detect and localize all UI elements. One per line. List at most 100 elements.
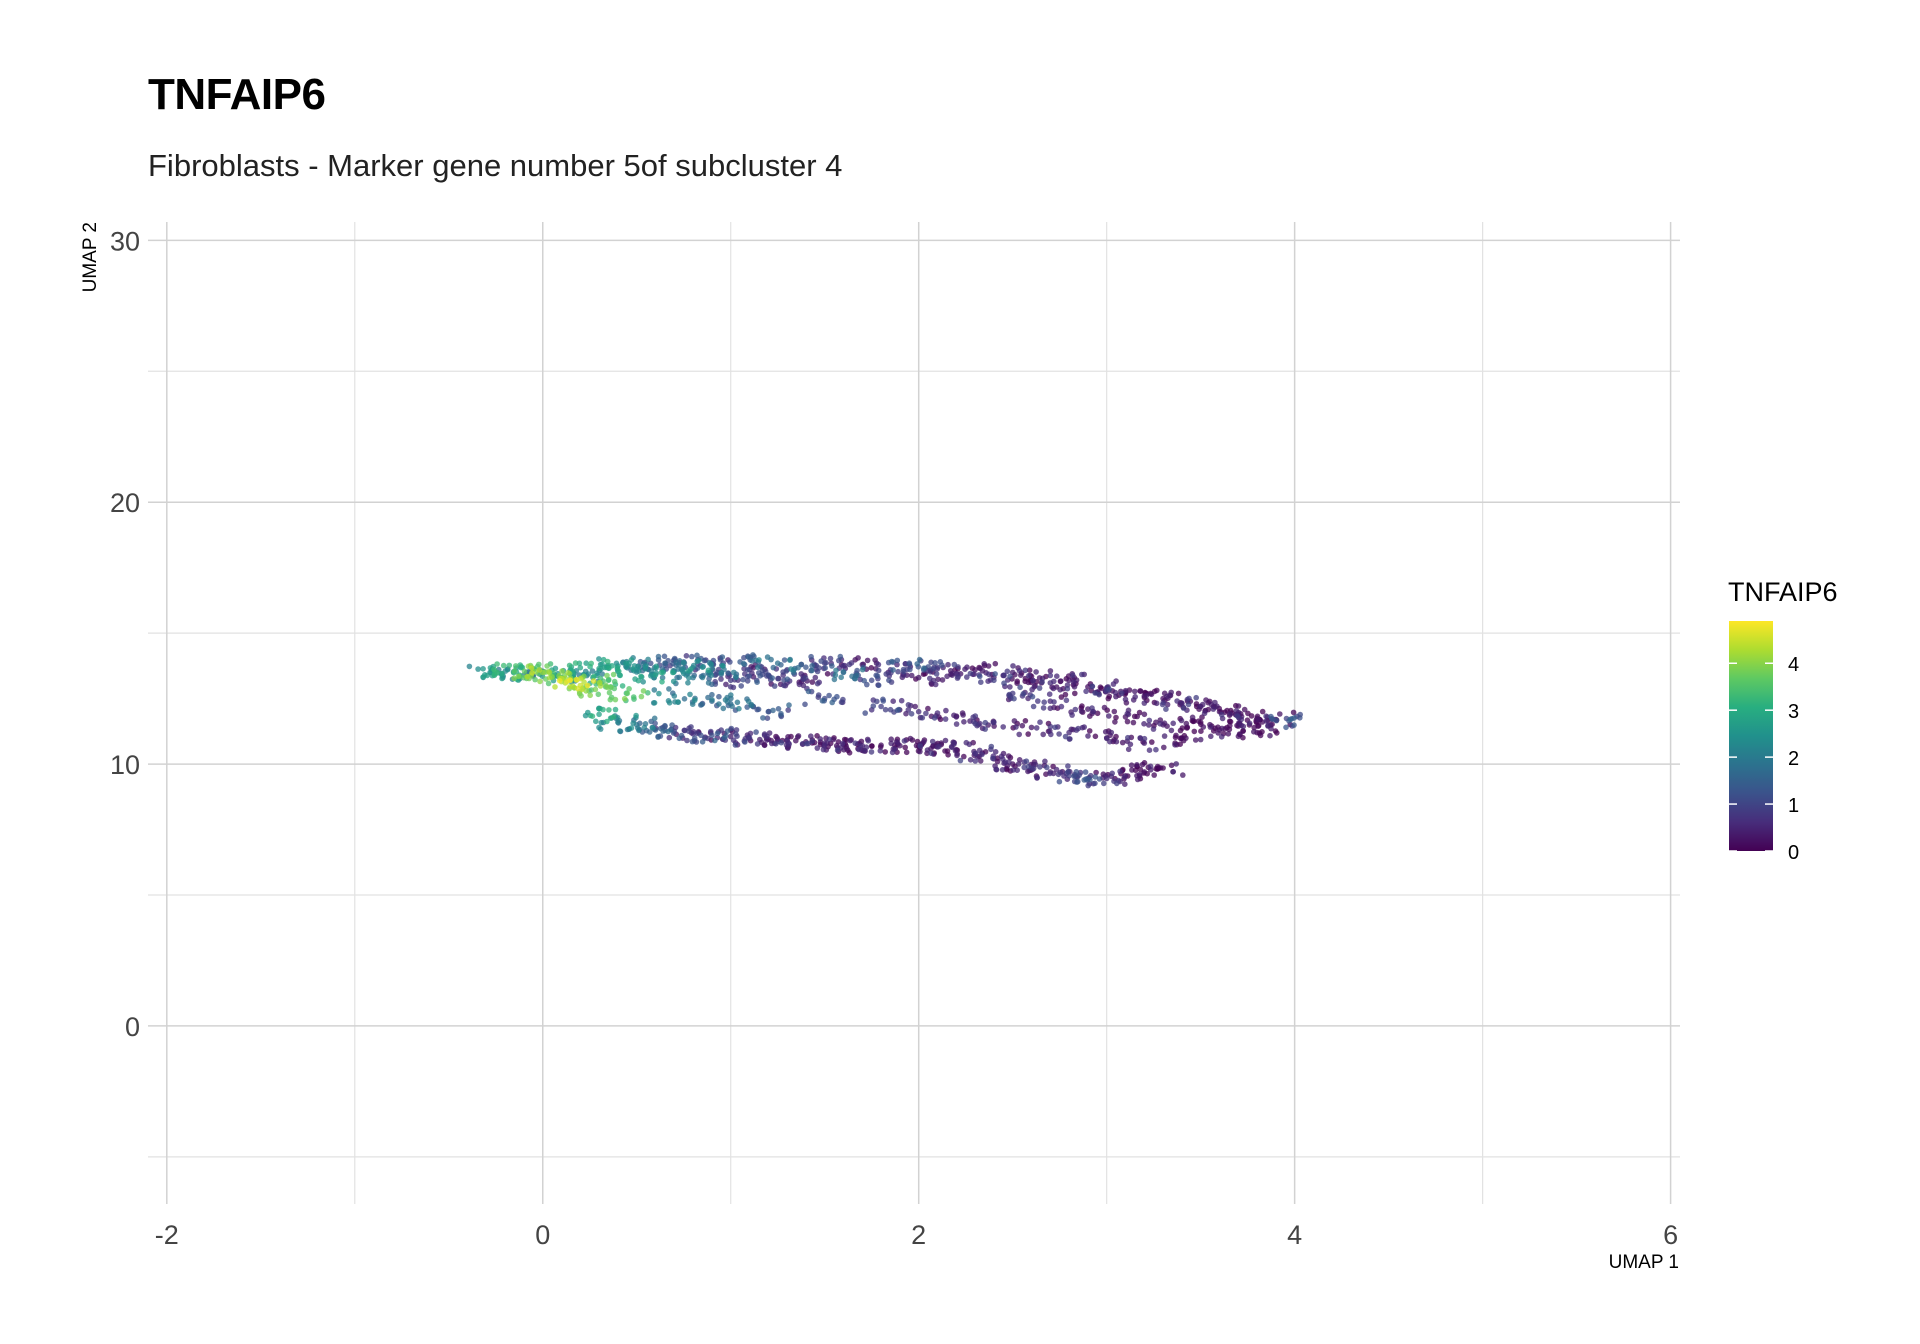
data-point <box>612 706 619 713</box>
data-point <box>1125 746 1132 753</box>
data-point <box>1037 764 1043 770</box>
data-point <box>803 664 809 670</box>
data-point <box>624 690 631 697</box>
data-point <box>688 724 694 730</box>
data-point <box>1122 696 1129 703</box>
data-point <box>1124 718 1131 725</box>
data-point <box>1173 732 1179 739</box>
data-point <box>646 729 653 735</box>
data-point <box>736 705 742 712</box>
data-point <box>1246 720 1253 727</box>
data-point <box>1079 671 1085 678</box>
data-point <box>733 731 739 737</box>
data-point <box>898 697 905 704</box>
data-point <box>699 674 706 681</box>
data-point <box>1287 716 1294 723</box>
data-point <box>1093 769 1099 776</box>
data-point <box>972 720 979 727</box>
data-point <box>1047 672 1054 679</box>
data-point <box>1106 686 1112 693</box>
data-point <box>513 663 519 669</box>
data-point <box>719 654 726 660</box>
data-point <box>955 674 961 680</box>
data-point <box>630 720 636 726</box>
data-point <box>641 724 648 731</box>
data-point <box>716 693 722 700</box>
data-point <box>719 663 726 669</box>
data-point <box>1058 694 1065 700</box>
data-point <box>1119 690 1125 697</box>
data-point <box>764 733 770 740</box>
data-point <box>630 694 637 700</box>
data-point <box>1029 693 1036 700</box>
data-point <box>827 655 834 662</box>
axis-ticks: -2 0 2 4 6 0 10 20 30 <box>110 226 1678 1250</box>
legend-tick-label: 3 <box>1788 701 1799 723</box>
data-point <box>1114 780 1120 787</box>
data-point <box>1174 698 1180 704</box>
data-point <box>818 658 824 664</box>
data-point <box>992 749 999 755</box>
data-point <box>1255 723 1261 729</box>
data-point <box>878 703 884 710</box>
data-point <box>1033 669 1039 675</box>
data-point <box>757 673 763 679</box>
data-point <box>1241 706 1248 713</box>
data-point <box>610 671 617 678</box>
data-point <box>964 664 970 670</box>
data-point <box>1046 691 1053 697</box>
data-point <box>972 667 978 673</box>
data-point <box>1159 701 1166 708</box>
data-point <box>1029 686 1035 693</box>
data-point <box>536 667 543 673</box>
data-point <box>1071 684 1078 690</box>
data-point <box>636 727 642 734</box>
data-point <box>990 755 996 762</box>
data-point <box>500 662 507 669</box>
data-point <box>666 686 672 692</box>
data-point <box>865 738 872 744</box>
data-point <box>1208 733 1214 740</box>
data-point <box>1071 679 1077 686</box>
data-point <box>565 669 571 676</box>
data-point <box>846 750 853 756</box>
data-point <box>1179 725 1186 731</box>
data-point <box>957 757 964 764</box>
data-point <box>680 659 687 666</box>
data-point <box>676 735 683 742</box>
data-point <box>1092 733 1099 740</box>
data-point <box>1291 722 1297 728</box>
data-point <box>1141 740 1148 746</box>
data-point <box>1153 700 1160 707</box>
data-point <box>1025 731 1031 737</box>
data-point <box>653 663 660 670</box>
data-point <box>862 747 868 754</box>
data-point <box>960 712 966 718</box>
data-point <box>882 706 889 713</box>
legend-tick-label: 0 <box>1788 842 1799 864</box>
data-point <box>929 738 936 745</box>
data-point <box>1021 764 1027 771</box>
data-point <box>1025 763 1032 770</box>
data-point <box>628 657 635 663</box>
data-point <box>915 674 922 681</box>
y-axis-title: UMAP 2 <box>80 222 101 292</box>
data-point <box>1290 709 1297 716</box>
data-point <box>888 736 894 742</box>
data-point <box>1235 733 1242 740</box>
data-point <box>675 699 681 705</box>
data-point <box>1235 703 1242 709</box>
data-point <box>1191 728 1198 735</box>
data-point <box>1006 691 1013 698</box>
data-point <box>972 750 979 757</box>
data-point <box>961 753 967 760</box>
data-point <box>721 735 727 741</box>
data-point <box>689 738 696 745</box>
data-point <box>1186 695 1192 702</box>
data-point <box>925 705 931 712</box>
data-point <box>1197 703 1203 710</box>
data-point <box>694 658 700 665</box>
data-point <box>537 678 543 685</box>
data-point <box>655 653 662 660</box>
data-point <box>1141 735 1148 742</box>
